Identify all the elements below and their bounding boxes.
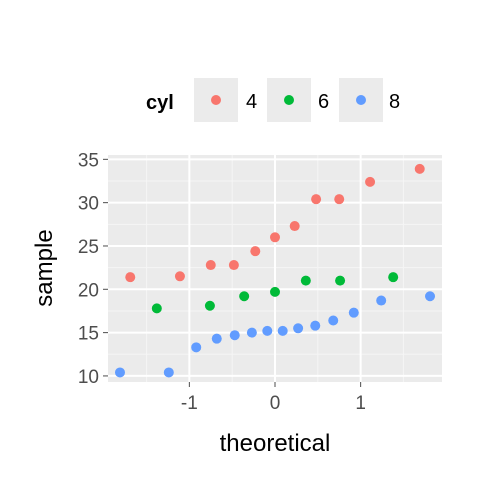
x-tick-label: 1 [355,393,366,414]
y-tick-label: 30 [78,194,99,215]
y-tick-label: 20 [78,280,99,301]
legend-title: cyl [146,92,174,114]
data-point-cyl-4 [125,272,136,283]
y-tick-label: 15 [78,324,99,345]
data-point-cyl-4 [311,194,322,205]
data-point-cyl-4 [174,271,185,282]
legend-key-6-marker [284,95,294,105]
data-point-cyl-6 [388,272,399,283]
y-tick-label: 35 [78,150,99,171]
data-point-cyl-8 [293,323,304,334]
data-point-cyl-4 [414,163,425,174]
data-point-cyl-8 [328,315,339,326]
data-point-cyl-8 [310,320,321,331]
legend-key-8-marker [356,95,366,105]
y-tick-label: 25 [78,237,99,258]
data-point-cyl-8 [262,325,273,336]
data-point-cyl-8 [163,367,174,378]
data-point-cyl-4 [228,260,239,271]
data-point-cyl-4 [250,246,261,257]
data-point-cyl-8 [277,325,288,336]
legend-key-4-marker [211,95,221,105]
legend-label-4: 4 [246,91,257,113]
data-point-cyl-6 [204,300,215,311]
data-point-cyl-8 [114,367,125,378]
x-tick-label: -1 [181,393,198,414]
data-point-cyl-6 [270,286,280,297]
axis-ticks: -1 0 1 10 15 20 25 30 35 [78,150,366,414]
legend-label-6: 6 [318,91,329,113]
data-point-cyl-6 [239,291,250,302]
data-point-cyl-4 [270,232,280,243]
data-point-cyl-8 [211,333,222,344]
data-point-cyl-6 [300,275,311,286]
data-point-cyl-4 [334,194,345,205]
y-tick-label: 10 [78,367,99,388]
data-point-cyl-4 [205,260,216,271]
data-point-cyl-8 [191,342,202,353]
y-axis-title: sample [31,229,58,306]
data-point-cyl-8 [376,295,387,306]
data-point-cyl-6 [151,303,162,314]
data-point-cyl-4 [365,176,376,187]
data-points [114,163,436,378]
data-point-cyl-8 [229,330,240,341]
x-axis-title: theoretical [220,430,331,457]
data-point-cyl-8 [425,291,436,302]
data-point-cyl-4 [289,221,300,232]
x-tick-label: 0 [270,393,281,414]
legend-label-8: 8 [389,91,400,113]
data-point-cyl-6 [335,275,346,286]
legend: cyl 4 6 8 [146,78,400,122]
data-point-cyl-8 [246,327,257,338]
data-point-cyl-8 [348,307,359,318]
